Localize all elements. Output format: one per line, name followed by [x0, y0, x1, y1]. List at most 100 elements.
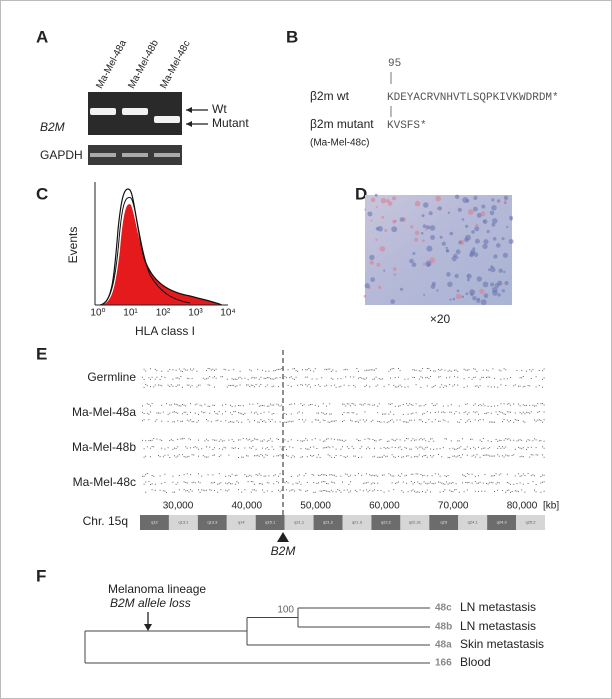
cell [481, 204, 486, 209]
cell [496, 243, 501, 248]
cell [482, 281, 489, 288]
cell [467, 209, 474, 215]
chromosome-band [313, 515, 343, 530]
chromosome-band-label: q23 [440, 520, 447, 525]
track-label: Ma-Mel-48c [73, 475, 136, 489]
cell [496, 199, 501, 203]
cell [410, 225, 414, 229]
gene-label: B2M [271, 544, 296, 558]
cell [455, 293, 462, 300]
cell [509, 215, 513, 220]
cell [480, 211, 486, 217]
cell [452, 297, 456, 301]
arrow-head [144, 624, 152, 631]
cell [483, 239, 489, 245]
hist-outline [99, 197, 191, 306]
leaf-id: 166 [435, 658, 452, 669]
cell [375, 226, 380, 231]
cell [456, 256, 459, 259]
track-signal [142, 419, 545, 423]
cell [491, 218, 498, 224]
cell [474, 226, 480, 232]
wt-seq: KDEYACRVNHVTLSQPKIVKWDRDM* [387, 92, 559, 104]
mut-label: β2m mutant [310, 117, 374, 131]
cell [449, 298, 452, 301]
cell [381, 215, 385, 219]
cell [501, 237, 505, 241]
wt-label: β2m wt [310, 89, 350, 103]
cell [370, 277, 376, 282]
cell [502, 252, 508, 258]
x-tick-label: 10⁴ [220, 308, 235, 319]
cell [392, 219, 396, 224]
panel-label: C [36, 184, 48, 203]
cell [501, 289, 505, 293]
cell [482, 243, 488, 250]
cell [390, 299, 396, 304]
track-signal [143, 384, 543, 388]
cell [439, 235, 443, 239]
cell [465, 234, 471, 241]
band-label: Wt [212, 102, 227, 116]
cell [498, 268, 503, 273]
cell [430, 235, 436, 240]
cell [400, 287, 404, 291]
cell [386, 199, 390, 203]
track-label: Ma-Mel-48a [72, 405, 136, 419]
track-signal [142, 376, 545, 380]
cell [369, 260, 374, 265]
chromosome-band [255, 515, 285, 530]
arrow-head [186, 121, 192, 127]
panel-label: B [286, 27, 298, 46]
leaf-label: Skin metastasis [460, 637, 544, 651]
tree-branch [84, 630, 430, 664]
x-axis-label: HLA class I [135, 324, 195, 338]
cell [421, 239, 425, 243]
panel-label: F [36, 566, 46, 585]
cell [423, 202, 429, 208]
cell [364, 283, 370, 289]
cell [380, 198, 387, 204]
arrow-head [186, 107, 192, 113]
cell [423, 293, 426, 296]
cell [421, 214, 425, 218]
cell [465, 224, 469, 228]
cell [454, 273, 459, 279]
cell [430, 284, 436, 289]
cell [491, 286, 498, 293]
track-signal [142, 438, 545, 442]
cell [473, 252, 479, 257]
cell [503, 270, 506, 274]
cell [414, 200, 421, 207]
cell [436, 207, 439, 210]
cell [375, 205, 378, 208]
cell [446, 272, 451, 277]
tick-label: 70,000 [438, 501, 469, 512]
cell [428, 211, 433, 216]
x-tick-label: 10⁰ [90, 308, 105, 319]
chromosome-band [226, 515, 256, 530]
tick-label: 80,000 [507, 501, 538, 512]
cell [436, 289, 439, 292]
cell [470, 249, 476, 255]
cell [486, 229, 490, 234]
cell [392, 196, 397, 201]
chromosome-band-label: q21.3 [352, 520, 363, 525]
cell [435, 195, 442, 202]
cell [491, 222, 496, 227]
annotation: Melanoma lineage [108, 582, 206, 596]
cell [392, 267, 397, 272]
chromosome-band [458, 515, 488, 530]
cell [424, 228, 427, 231]
cell [383, 269, 386, 272]
chromosome-band [197, 515, 227, 530]
cell [425, 225, 431, 230]
cell [384, 229, 388, 232]
panel-label: A [36, 27, 48, 46]
hist-fill [100, 204, 222, 305]
cell [399, 217, 405, 222]
cell [441, 241, 446, 246]
cell [473, 195, 478, 200]
cell [449, 231, 454, 236]
